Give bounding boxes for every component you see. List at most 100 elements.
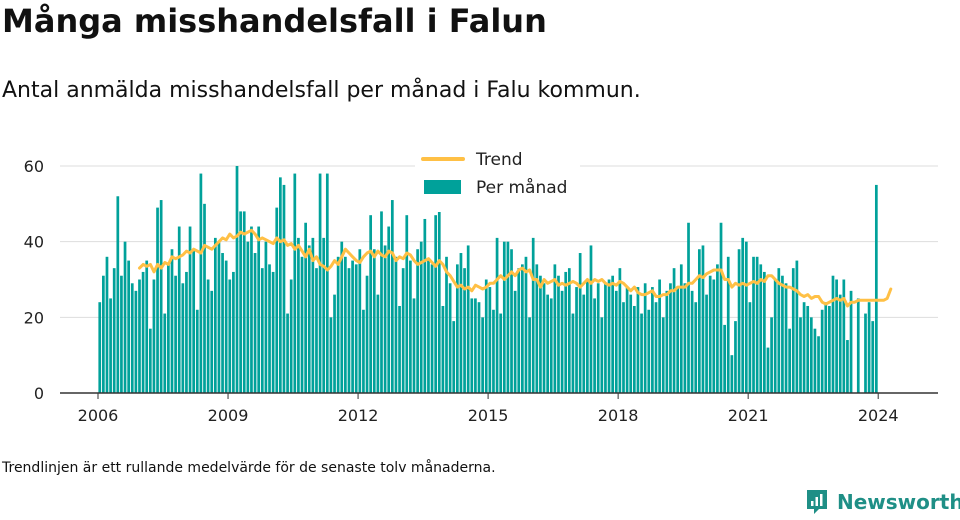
bar: [387, 226, 391, 393]
bar: [416, 249, 419, 393]
bar: [188, 226, 192, 393]
bar: [564, 271, 568, 393]
bar: [434, 215, 438, 393]
bar: [167, 264, 170, 393]
bar: [687, 222, 690, 393]
bar: [455, 264, 459, 393]
bar: [213, 237, 217, 393]
bar: [835, 279, 838, 393]
bar: [351, 260, 354, 393]
bar: [777, 268, 781, 393]
bar: [802, 302, 806, 393]
bar: [784, 283, 788, 393]
bar: [260, 268, 264, 393]
bar: [185, 271, 188, 393]
x-tick-label: 2009: [208, 406, 249, 425]
footnote: Trendlinjen är ett rullande medelvärde f…: [2, 460, 496, 476]
bar: [488, 287, 492, 393]
bar: [293, 173, 297, 393]
bar: [304, 222, 307, 393]
bar: [567, 268, 571, 393]
bar: [817, 336, 820, 393]
bar: [604, 283, 607, 393]
chart-title: Många misshandelsfall i Falun: [2, 2, 547, 40]
bar: [683, 283, 687, 393]
bar: [737, 249, 741, 393]
bar: [658, 279, 661, 393]
bar: [322, 237, 326, 393]
brand-logo-link[interactable]: Newsworthy: [805, 488, 960, 516]
bar-series: [98, 166, 878, 393]
bar: [315, 268, 318, 393]
bar: [752, 256, 755, 393]
bar: [441, 305, 445, 393]
bar: [874, 184, 878, 393]
bar: [741, 237, 745, 393]
y-tick-label: 60: [24, 157, 44, 176]
y-tick-label: 0: [34, 384, 44, 403]
bar: [481, 317, 484, 393]
bar: [156, 207, 159, 393]
bar: [661, 317, 665, 393]
bar: [123, 241, 127, 393]
bar: [398, 305, 401, 393]
bar: [235, 166, 239, 393]
bar: [297, 237, 300, 393]
bar: [607, 279, 611, 393]
chart-area: 0 20 40 60 2006 2009 2012 2015 2018 2021 2024 Tren…: [24, 150, 938, 425]
bar: [336, 256, 340, 393]
axes: 0 20 40 60 2006 2009 2012 2015 2018 2021 2024: [24, 157, 938, 425]
bar: [726, 256, 730, 393]
bar: [578, 253, 582, 393]
bar: [275, 207, 279, 393]
bar: [625, 287, 629, 393]
bar: [177, 226, 181, 393]
bar: [130, 283, 134, 393]
bar: [311, 237, 315, 393]
bar: [159, 200, 163, 393]
bar: [593, 298, 596, 393]
bar: [437, 207, 441, 393]
bar: [788, 328, 792, 393]
bar: [358, 249, 362, 393]
bar: [856, 298, 860, 393]
bar: [549, 298, 553, 393]
bar: [253, 253, 257, 393]
bar: [586, 279, 589, 393]
bar: [224, 260, 228, 393]
bar: [809, 317, 813, 393]
bar: [770, 317, 773, 393]
bar: [271, 271, 275, 393]
bar: [849, 290, 853, 393]
bar: [492, 309, 495, 393]
bar: [459, 253, 463, 393]
bar: [329, 317, 333, 393]
bar: [506, 241, 510, 393]
bar: [430, 264, 434, 393]
bar: [705, 294, 708, 393]
bar: [380, 211, 383, 393]
bar: [112, 268, 116, 393]
bar: [354, 264, 358, 393]
x-tick-label: 2024: [858, 406, 899, 425]
bar: [401, 268, 405, 393]
bar: [867, 302, 871, 393]
bar: [318, 173, 322, 393]
bar: [372, 249, 376, 393]
chart-subtitle: Antal anmälda misshandelsfall per månad …: [2, 78, 641, 103]
bar: [344, 256, 347, 393]
bar: [828, 305, 831, 393]
bar: [864, 313, 867, 393]
bar: [553, 264, 557, 393]
y-tick-label: 40: [24, 233, 44, 252]
bar: [679, 264, 683, 393]
bar: [195, 309, 199, 393]
bar: [521, 264, 524, 393]
trend-line: [138, 228, 893, 308]
bar: [502, 241, 506, 393]
bar: [694, 302, 698, 393]
bar: [452, 321, 456, 393]
x-tick-label: 2006: [78, 406, 119, 425]
bar: [513, 290, 517, 393]
bar: [109, 298, 112, 393]
